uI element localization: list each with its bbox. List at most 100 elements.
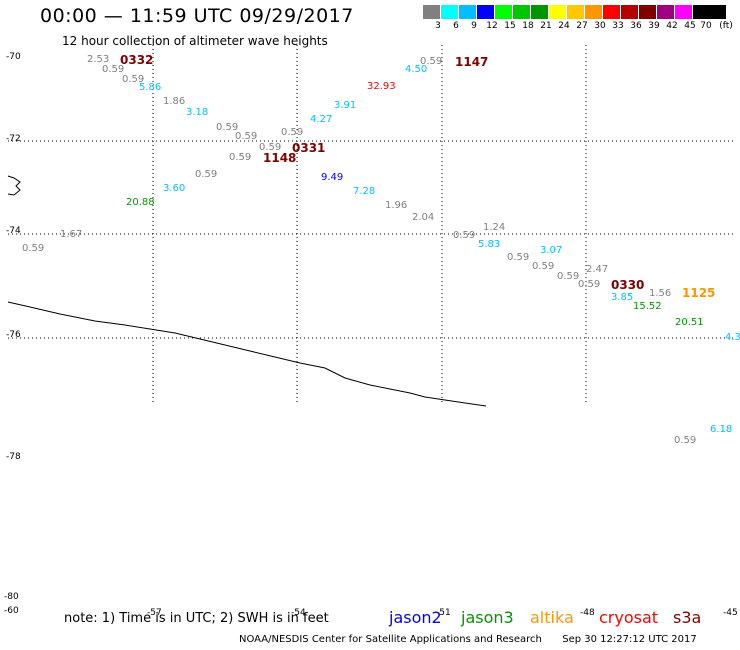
wave-height-label: 0.59 <box>122 74 145 85</box>
wave-height-label: 5.86 <box>139 82 162 93</box>
lat-label: -76 <box>6 330 21 340</box>
lat-label: -72 <box>6 134 21 144</box>
wave-height-label: 3.85 <box>611 292 634 303</box>
lat-label: -80 <box>4 592 19 602</box>
scale-swatch <box>693 5 726 19</box>
wave-height-label: 3.91 <box>334 100 357 111</box>
pass-time-label: 0332 <box>120 53 154 67</box>
graticule <box>8 45 735 405</box>
scale-swatch <box>549 5 566 19</box>
scale-label: 3 <box>435 21 441 31</box>
scale-swatch <box>531 5 548 19</box>
footer-note: note: 1) Time is in UTC; 2) SWH is in fe… <box>64 611 329 626</box>
credit-text: NOAA/NESDIS Center for Satellite Applica… <box>239 634 542 645</box>
scale-label: 15 <box>504 21 516 31</box>
lon-label: -60 <box>4 606 19 616</box>
legend-s3a: s3a <box>673 608 702 627</box>
generated-timestamp: Sep 30 12:27:12 UTC 2017 <box>562 634 697 645</box>
wave-height-label: 15.52 <box>633 301 662 312</box>
map-title: 00:00 — 11:59 UTC 09/29/2017 <box>40 5 354 27</box>
scale-swatch <box>477 5 494 19</box>
pass-time-label: 0330 <box>611 278 645 292</box>
lat-label: -70 <box>6 52 21 62</box>
wave-height-label: 2.04 <box>412 212 435 223</box>
scale-swatch <box>585 5 602 19</box>
credit-line: NOAA/NESDIS Center for Satellite Applica… <box>239 634 697 645</box>
wave-height-label: 9.49 <box>321 172 344 183</box>
wave-height-label: 0.59 <box>235 131 258 142</box>
wave-height-label: 0.59 <box>532 261 555 272</box>
scale-label: 18 <box>522 21 534 31</box>
wave-height-label: 32.93 <box>367 81 396 92</box>
scale-label: 70 <box>700 21 712 31</box>
legend-cryosat: cryosat <box>599 608 659 627</box>
scale-swatch <box>675 5 692 19</box>
wave-height-label: 20.51 <box>675 317 704 328</box>
scale-swatch <box>423 5 440 19</box>
wave-height-label: 4.27 <box>310 114 333 125</box>
wave-height-label: 0.59 <box>22 243 45 254</box>
pass-time-label: 1148 <box>263 151 297 165</box>
wave-height-label: 0.59 <box>259 142 282 153</box>
scale-swatch <box>441 5 458 19</box>
scale-label: 36 <box>630 21 642 31</box>
scale-label: 21 <box>540 21 552 31</box>
coastline-fragment <box>7 175 21 196</box>
pass-time-label: 1147 <box>455 55 489 69</box>
wave-height-label: 6.18 <box>710 424 733 435</box>
map-subtitle: 12 hour collection of altimeter wave hei… <box>62 34 328 48</box>
scale-label: 42 <box>666 21 678 31</box>
lon-label: -54 <box>291 608 306 618</box>
wave-height-label: 0.59 <box>281 127 304 138</box>
scale-label: 9 <box>471 21 477 31</box>
lon-label: -48 <box>580 608 595 618</box>
lat-label: -78 <box>6 452 21 462</box>
scale-swatch <box>495 5 512 19</box>
wave-height-label: 1.24 <box>483 222 506 233</box>
wave-height-label: 3.60 <box>163 183 186 194</box>
wave-height-label: 4.3 <box>725 332 740 343</box>
wave-height-label: 4.50 <box>405 64 428 75</box>
scale-swatch <box>621 5 638 19</box>
wave-height-label: 0.59 <box>420 56 443 67</box>
scale-swatch <box>459 5 476 19</box>
wave-height-label: 2.47 <box>586 264 609 275</box>
coastline <box>7 301 487 407</box>
wave-height-label: 0.59 <box>453 230 476 241</box>
wave-height-label: 0.59 <box>229 152 252 163</box>
wave-height-label: 0.59 <box>195 169 218 180</box>
wave-height-label: 1.67 <box>60 229 83 240</box>
scale-label: 12 <box>486 21 498 31</box>
scale-swatch <box>603 5 620 19</box>
scale-label: 33 <box>612 21 624 31</box>
wave-height-label: 0.59 <box>507 252 530 263</box>
wave-height-label: 0.59 <box>578 279 601 290</box>
wave-height-label: 3.18 <box>186 107 209 118</box>
lon-label: -51 <box>436 608 451 618</box>
scale-swatch <box>657 5 674 19</box>
scale-swatch <box>639 5 656 19</box>
legend-jason3: jason3 <box>461 608 514 627</box>
scale-label: 30 <box>594 21 606 31</box>
wave-height-label: 1.56 <box>649 288 672 299</box>
scale-swatch <box>513 5 530 19</box>
wave-height-label: 7.28 <box>353 186 376 197</box>
scale-label: 24 <box>558 21 570 31</box>
scale-swatch <box>567 5 584 19</box>
lon-label: -45 <box>723 608 738 618</box>
scale-label: 45 <box>684 21 696 31</box>
pass-time-label: 0331 <box>292 141 326 155</box>
wave-height-label: 0.59 <box>216 122 239 133</box>
wave-height-label: 20.88 <box>126 197 155 208</box>
wave-height-label: 0.59 <box>557 271 580 282</box>
wave-height-label: 2.53 <box>87 54 110 65</box>
scale-label: 6 <box>453 21 459 31</box>
wave-height-label: 1.96 <box>385 200 408 211</box>
wave-height-label: 3.07 <box>540 245 563 256</box>
legend-jason2: jason2 <box>389 608 442 627</box>
scale-label: 39 <box>648 21 660 31</box>
legend-altika: altika <box>530 608 574 627</box>
wave-height-label: 5.83 <box>478 239 501 250</box>
